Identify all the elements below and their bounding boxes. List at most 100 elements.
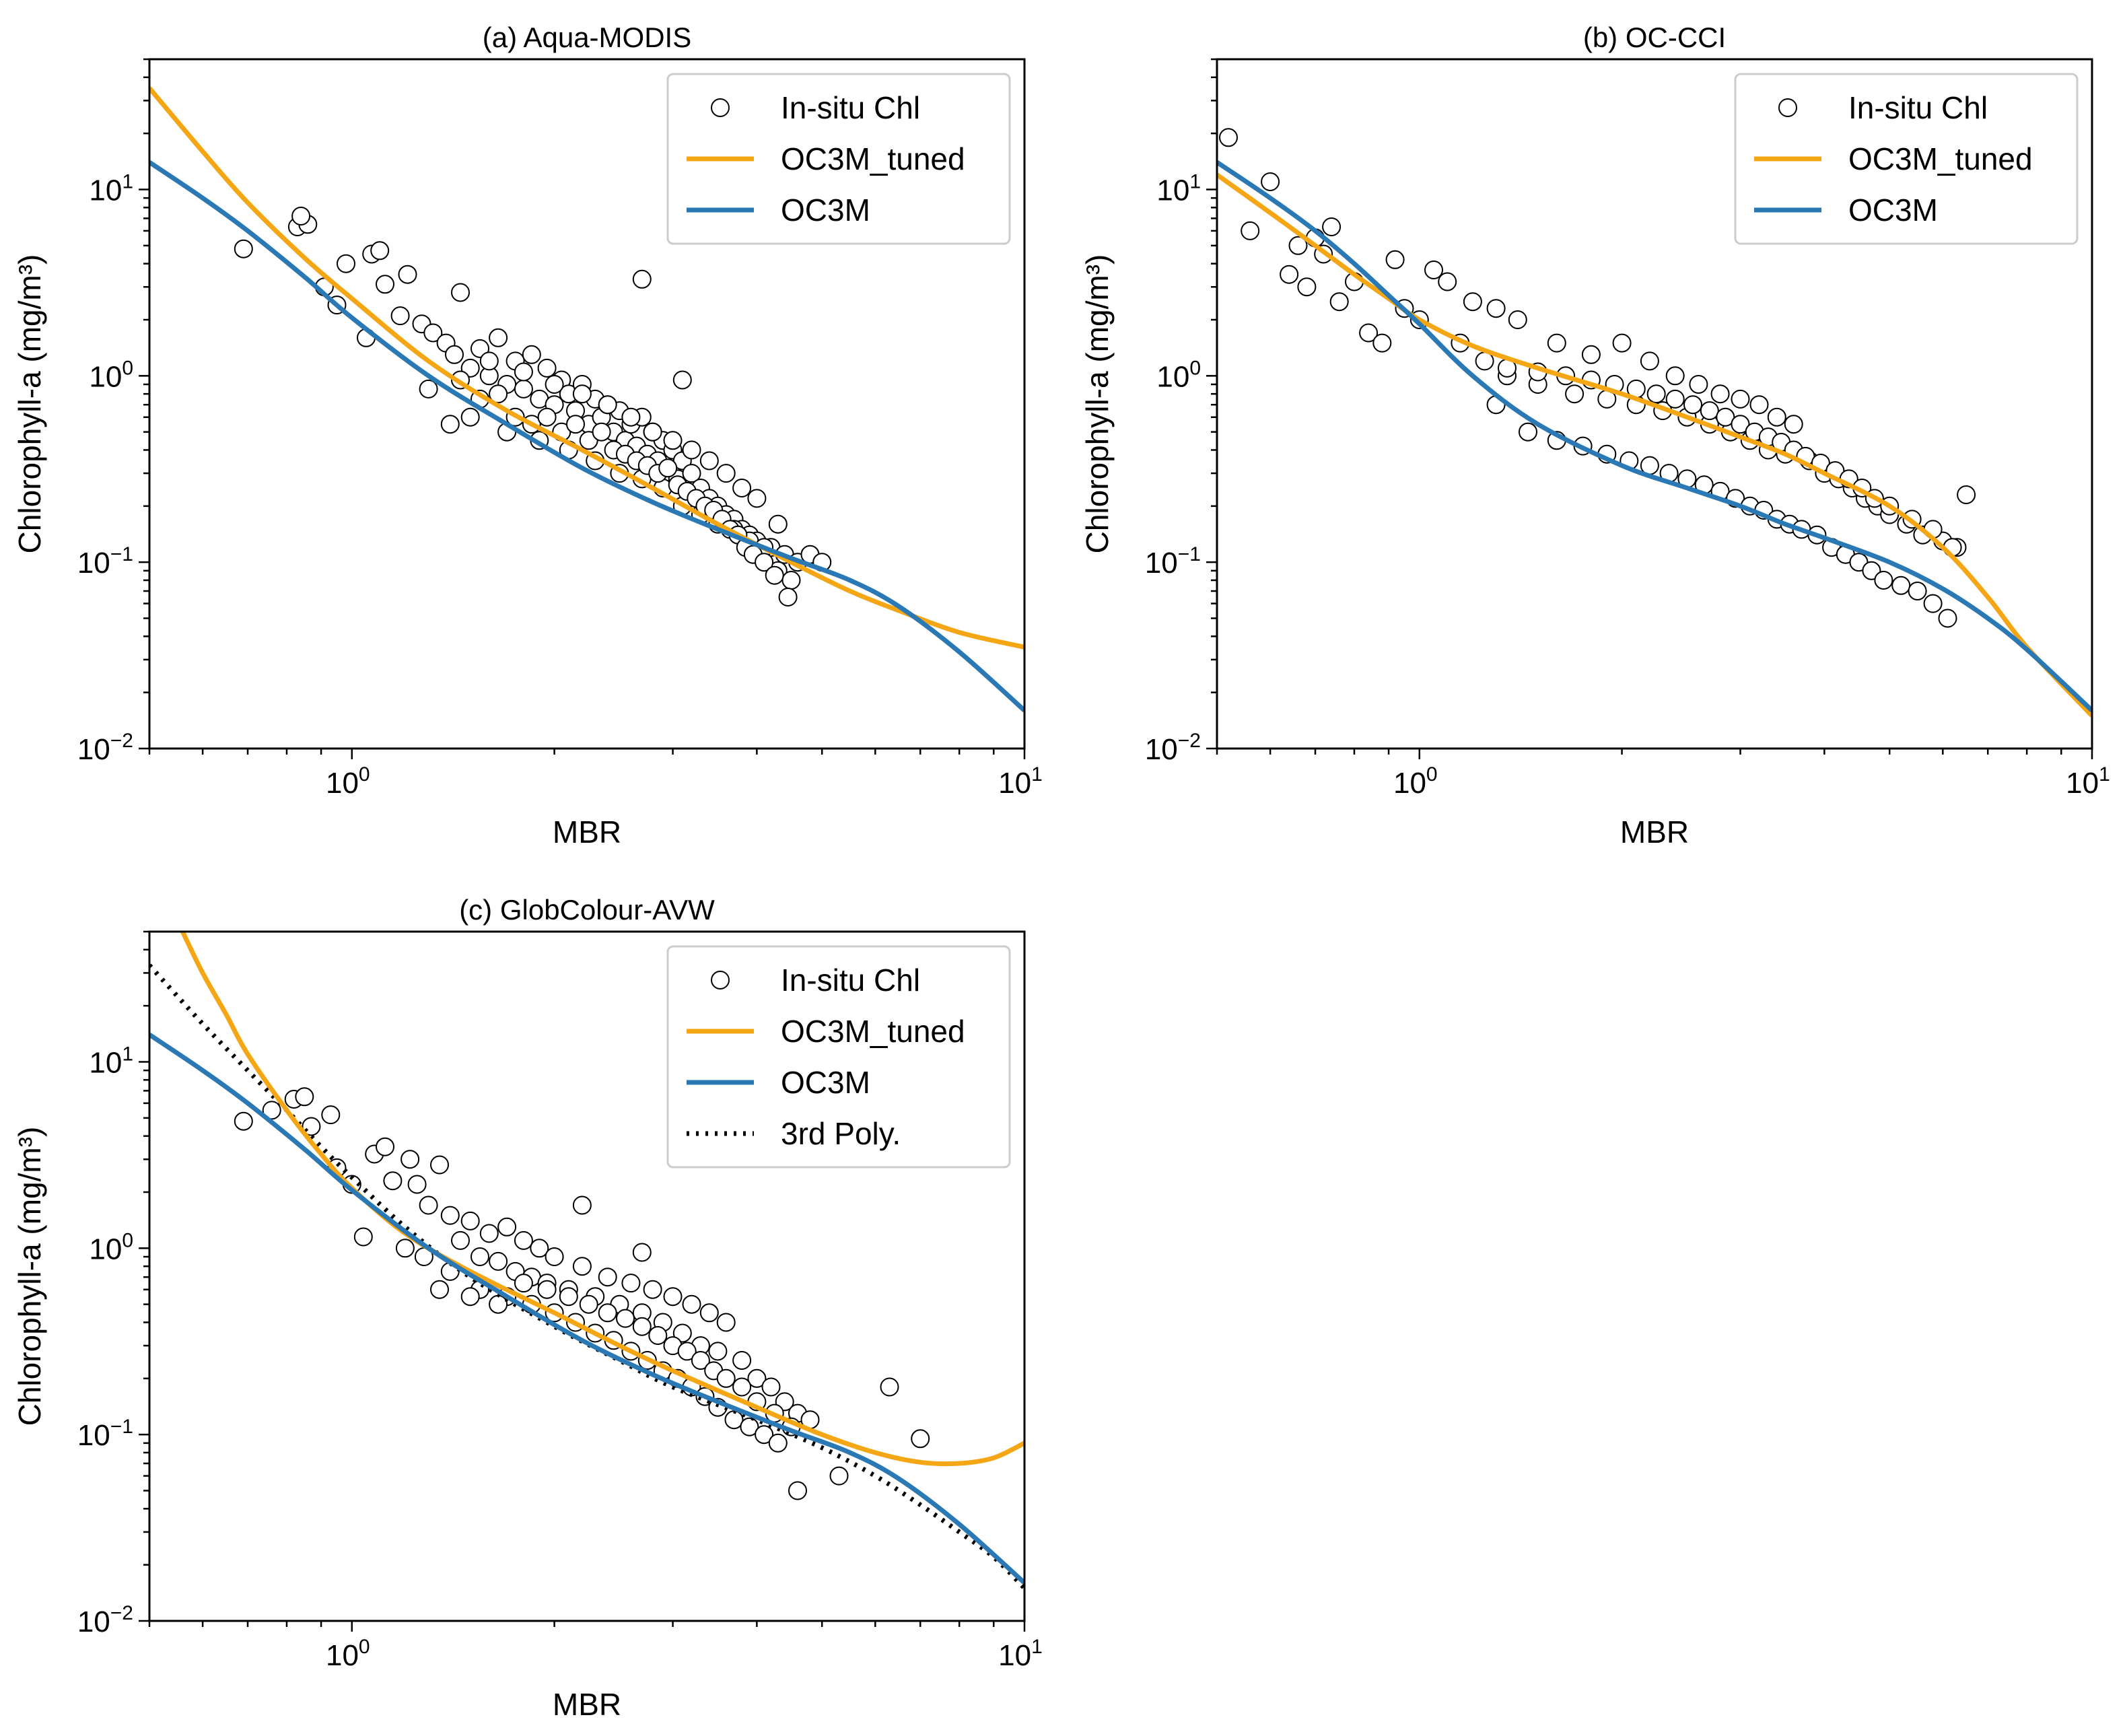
y-tick-label: 10−1	[1145, 543, 1201, 580]
y-tick-base: 10	[1145, 733, 1178, 766]
y-tick-exp: −1	[1178, 543, 1201, 565]
curve-oc3m	[149, 160, 1024, 713]
scatter-point	[489, 1251, 508, 1271]
legend-label: In-situ Chl	[781, 90, 920, 125]
y-tick-label: 100	[1156, 357, 1201, 393]
legend-box	[666, 945, 1011, 1169]
y-tick-exp: 0	[122, 1229, 133, 1251]
scatter-point	[761, 1377, 781, 1397]
scatter-point	[522, 345, 541, 364]
scatter-point	[1486, 299, 1506, 318]
scatter-point	[545, 1247, 564, 1266]
scatter-point	[1508, 310, 1527, 329]
scatter-point	[440, 415, 460, 434]
curves	[1217, 160, 2092, 718]
scatter-point	[537, 358, 557, 378]
scatter-point	[530, 1239, 549, 1258]
y-tick-base: 10	[77, 1419, 110, 1452]
scatter-points	[234, 207, 832, 606]
scatter-point	[451, 283, 470, 302]
y-tick-exp: 0	[122, 357, 133, 379]
scatter-point	[598, 1268, 617, 1287]
scatter-point	[1463, 292, 1482, 312]
scatter-point	[479, 1224, 499, 1243]
scatter-point	[291, 207, 311, 225]
scatter-points	[1219, 128, 1976, 628]
scatter-point	[395, 1239, 415, 1258]
scatter-point	[1646, 384, 1666, 404]
scatter-point	[460, 407, 480, 427]
scatter-point	[672, 370, 692, 390]
legend-label: OC3M_tuned	[781, 1014, 965, 1049]
scatter-point	[1683, 395, 1702, 415]
scatter-point	[643, 1280, 662, 1299]
scatter-point	[1359, 323, 1379, 343]
y-tick-exp: 0	[1189, 357, 1201, 379]
scatter-point	[460, 1287, 480, 1307]
legend-label: OC3M	[781, 1065, 870, 1100]
legend-label: OC3M_tuned	[1848, 141, 2033, 176]
curve-3rd-poly	[149, 963, 1024, 1590]
scatter-point	[699, 1303, 719, 1323]
scatter-point	[376, 1137, 394, 1156]
y-tick-label: 10−1	[77, 1416, 133, 1452]
scatter-point	[234, 239, 253, 258]
legend-box	[1734, 73, 2079, 245]
x-tick-base: 10	[326, 1639, 359, 1672]
scatter-point	[716, 1368, 736, 1388]
scatter-point	[471, 339, 489, 358]
scatter-point	[732, 1377, 752, 1397]
scatter-point	[479, 351, 499, 371]
legend: In-situ Chl OC3M_tuned OC3M 3rd Poly.	[666, 945, 1011, 1169]
scatter-point	[691, 1351, 710, 1370]
scatter-point	[643, 422, 662, 442]
y-tick-base: 10	[89, 360, 122, 393]
y-tick-label: 10−1	[77, 543, 133, 580]
x-tick-label: 100	[326, 1636, 370, 1672]
scatter-point	[370, 241, 390, 261]
scatter-point	[337, 254, 355, 273]
scatter-point	[788, 1481, 807, 1500]
scatter-point	[423, 323, 443, 343]
scatter-point	[1372, 333, 1392, 353]
scatter-point	[829, 1466, 849, 1486]
scatter-point	[1612, 333, 1632, 353]
x-tick-label: 100	[326, 763, 370, 800]
x-tick-label: 101	[998, 1636, 1043, 1672]
scatter-point	[781, 571, 801, 590]
scatter-point	[1565, 384, 1584, 404]
scatter-point	[1322, 217, 1342, 236]
scatter-point	[592, 422, 611, 442]
scatter-point	[755, 1425, 774, 1445]
scatter-point	[755, 553, 774, 572]
scatter-point	[514, 379, 533, 398]
scatter-point	[572, 1257, 592, 1276]
curve-oc3m	[1217, 160, 2092, 713]
scatter-point	[559, 1287, 578, 1307]
x-axis-label: MBR	[553, 1687, 621, 1722]
scatter-point	[537, 407, 557, 427]
y-tick-base: 10	[77, 547, 110, 580]
scatter-point	[778, 588, 798, 606]
y-tick-label: 101	[89, 170, 133, 207]
scatter-point	[1640, 351, 1659, 371]
legend-label: OC3M	[1848, 193, 1938, 228]
y-tick-base: 10	[77, 1605, 110, 1638]
y-tick-label: 10−2	[1145, 730, 1201, 766]
chart-title: (a) Aqua-MODIS	[483, 22, 691, 53]
y-tick-label: 101	[89, 1043, 133, 1079]
scatter-point	[514, 1230, 533, 1250]
x-tick-exp: 1	[1031, 1636, 1043, 1658]
scatter-point	[1731, 389, 1750, 409]
scatter-point	[1241, 221, 1260, 240]
y-tick-exp: 1	[122, 170, 133, 193]
scatter-point	[732, 1351, 752, 1370]
legend-label: OC3M	[781, 193, 870, 228]
legend-box	[666, 73, 1011, 245]
scatter-point	[1923, 594, 1943, 613]
scatter-point	[376, 275, 394, 294]
scatter-point	[353, 1227, 373, 1247]
